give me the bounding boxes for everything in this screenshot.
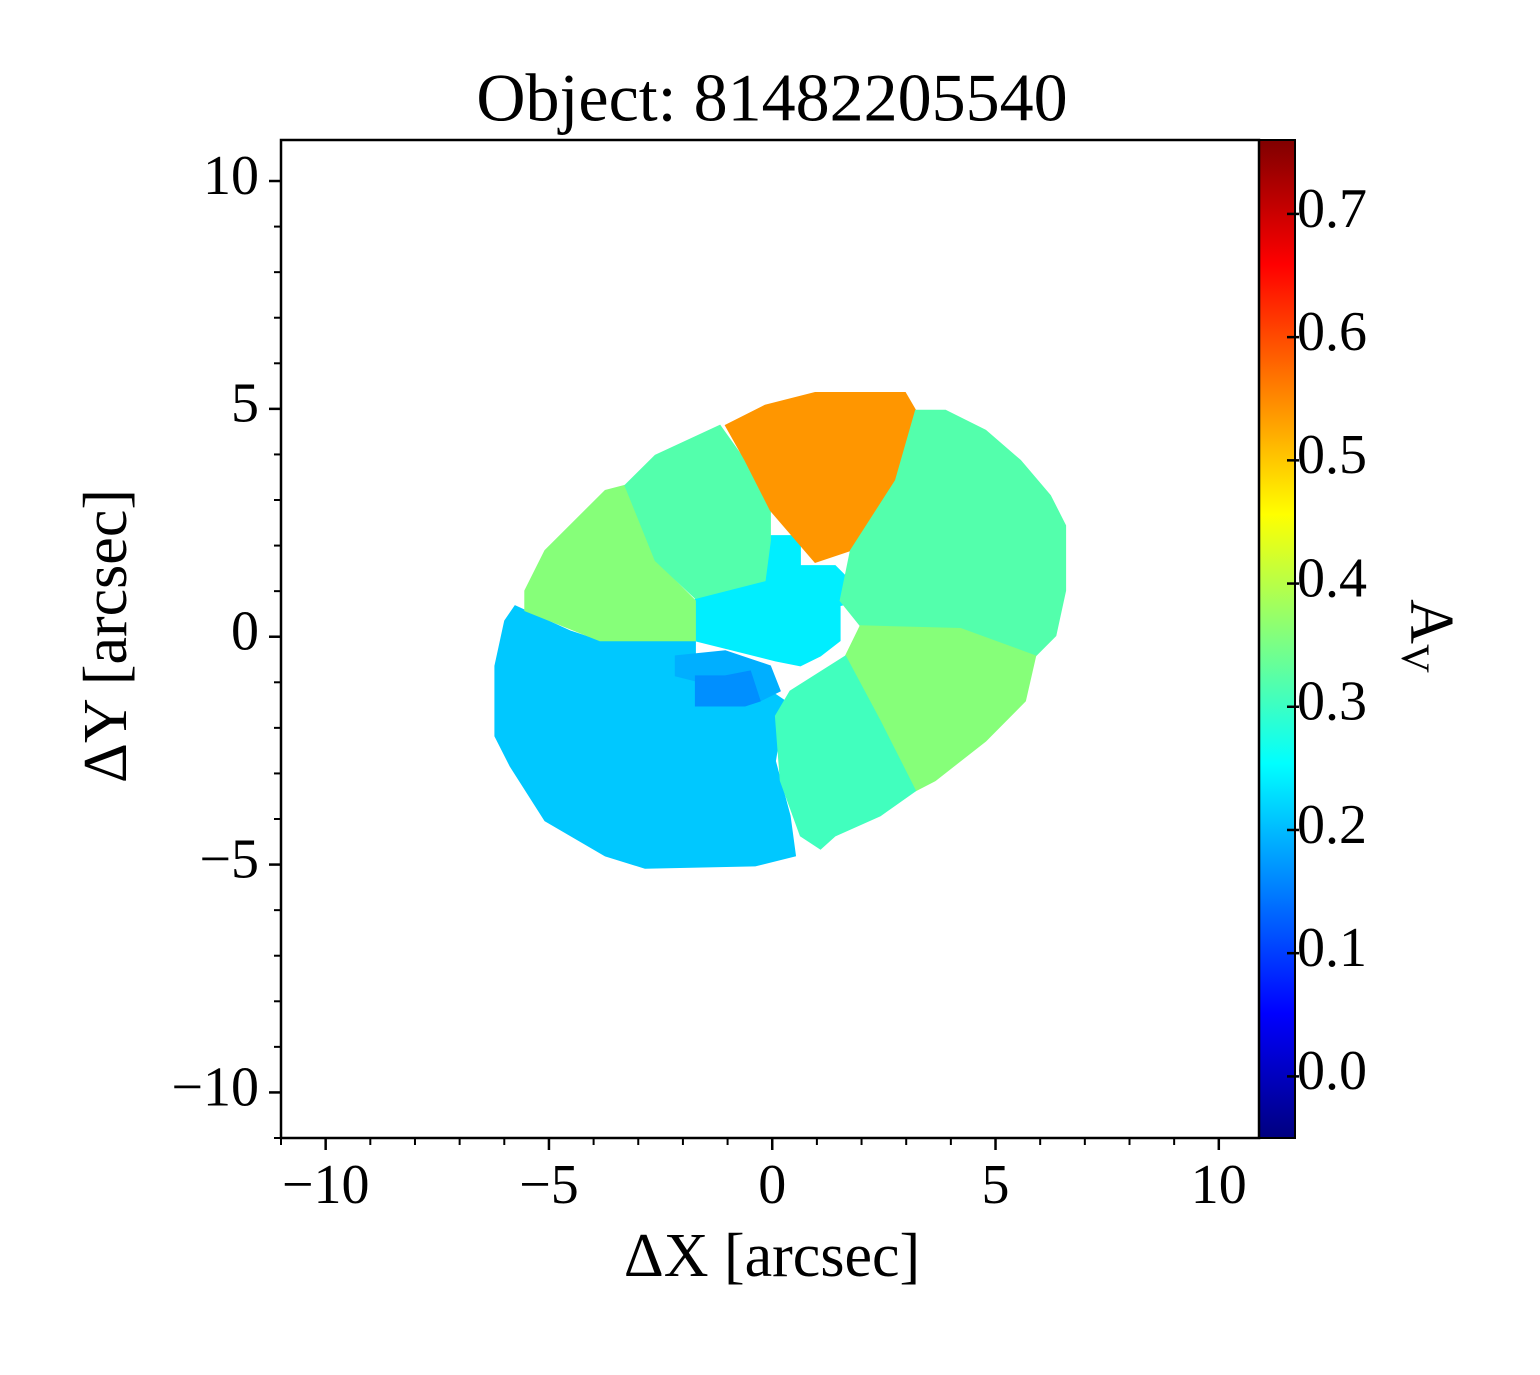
x-tick-label: −10	[282, 1154, 370, 1216]
colorbar-tick-label: 0.6	[1297, 301, 1367, 363]
y-tick-label: 5	[231, 373, 259, 435]
chart-title: Object: 81482205540	[476, 60, 1067, 136]
y-axis-label: ΔY [arcsec]	[72, 489, 140, 783]
colorbar-tick-label: 0.1	[1297, 917, 1367, 979]
y-tick-label: −10	[171, 1056, 259, 1118]
region	[624, 424, 771, 599]
colorbar-tick-label: 0.0	[1297, 1040, 1367, 1102]
colorbar-tick-label: 0.4	[1297, 547, 1367, 609]
colorbar-label-sub: V	[1393, 644, 1438, 673]
colorbar-tick-label: 0.3	[1297, 671, 1367, 733]
y-tick-label: −5	[199, 828, 259, 890]
colorbar-tick-label: 0.5	[1297, 424, 1367, 486]
colorbar-tick-label: 0.7	[1297, 178, 1367, 240]
x-tick-label: 10	[1191, 1154, 1247, 1216]
colorbar-frame	[1258, 139, 1296, 1139]
colorbar-label: AV	[1393, 599, 1465, 673]
region	[839, 409, 1067, 657]
region	[694, 670, 761, 707]
region	[524, 484, 696, 642]
x-axis-label: ΔX [arcsec]	[624, 1222, 920, 1290]
colorbar-label-main: A	[1397, 599, 1465, 644]
y-tick-label: 0	[231, 601, 259, 663]
x-tick-label: 5	[982, 1154, 1010, 1216]
region	[774, 655, 917, 850]
y-tick-label: 10	[203, 145, 259, 207]
map	[494, 392, 1067, 869]
x-tick-label: 0	[758, 1154, 786, 1216]
colorbar	[1259, 140, 1295, 1138]
x-tick-label: −5	[519, 1154, 579, 1216]
colorbar-tick-label: 0.2	[1297, 794, 1367, 856]
